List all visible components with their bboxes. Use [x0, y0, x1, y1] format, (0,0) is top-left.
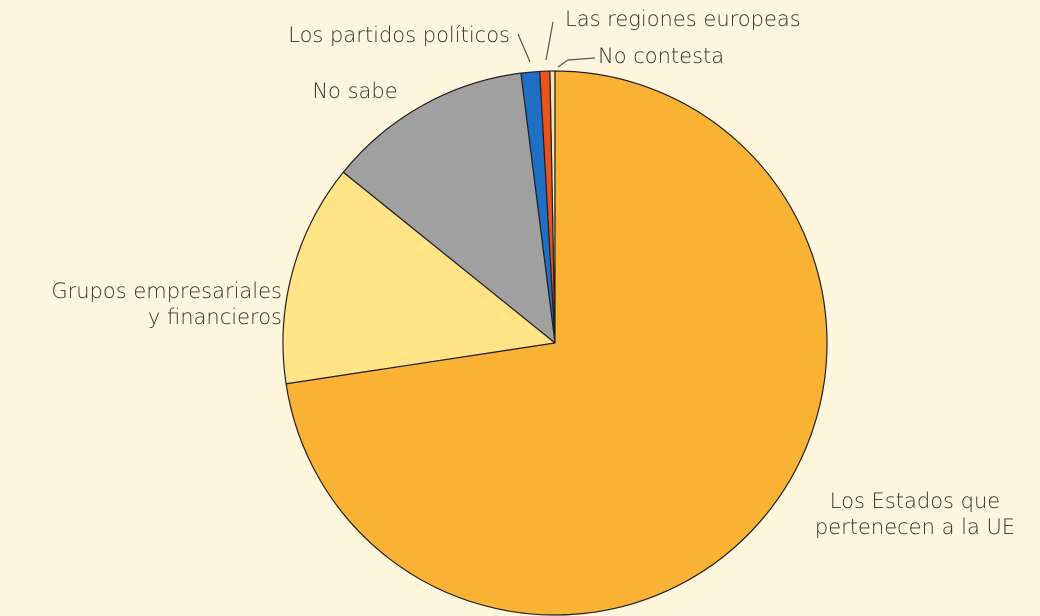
- pie-slice: [285, 70, 828, 616]
- slice-label: Los partidos políticos: [288, 23, 510, 47]
- slice-label: No contesta: [598, 44, 725, 68]
- pie-slice: [342, 72, 556, 345]
- leader-lines: [517, 21, 596, 68]
- slice-label: No sabe: [312, 79, 398, 103]
- pie-slice: [282, 171, 557, 385]
- slice-label: Grupos empresariales y financieros: [51, 279, 282, 329]
- leader-line: [545, 21, 554, 61]
- slice-label: Las regiones europeas: [565, 7, 801, 31]
- leader-line: [557, 57, 596, 68]
- slice-label: Los Estados que pertenecen a la UE: [814, 489, 1016, 539]
- leader-line: [517, 33, 531, 63]
